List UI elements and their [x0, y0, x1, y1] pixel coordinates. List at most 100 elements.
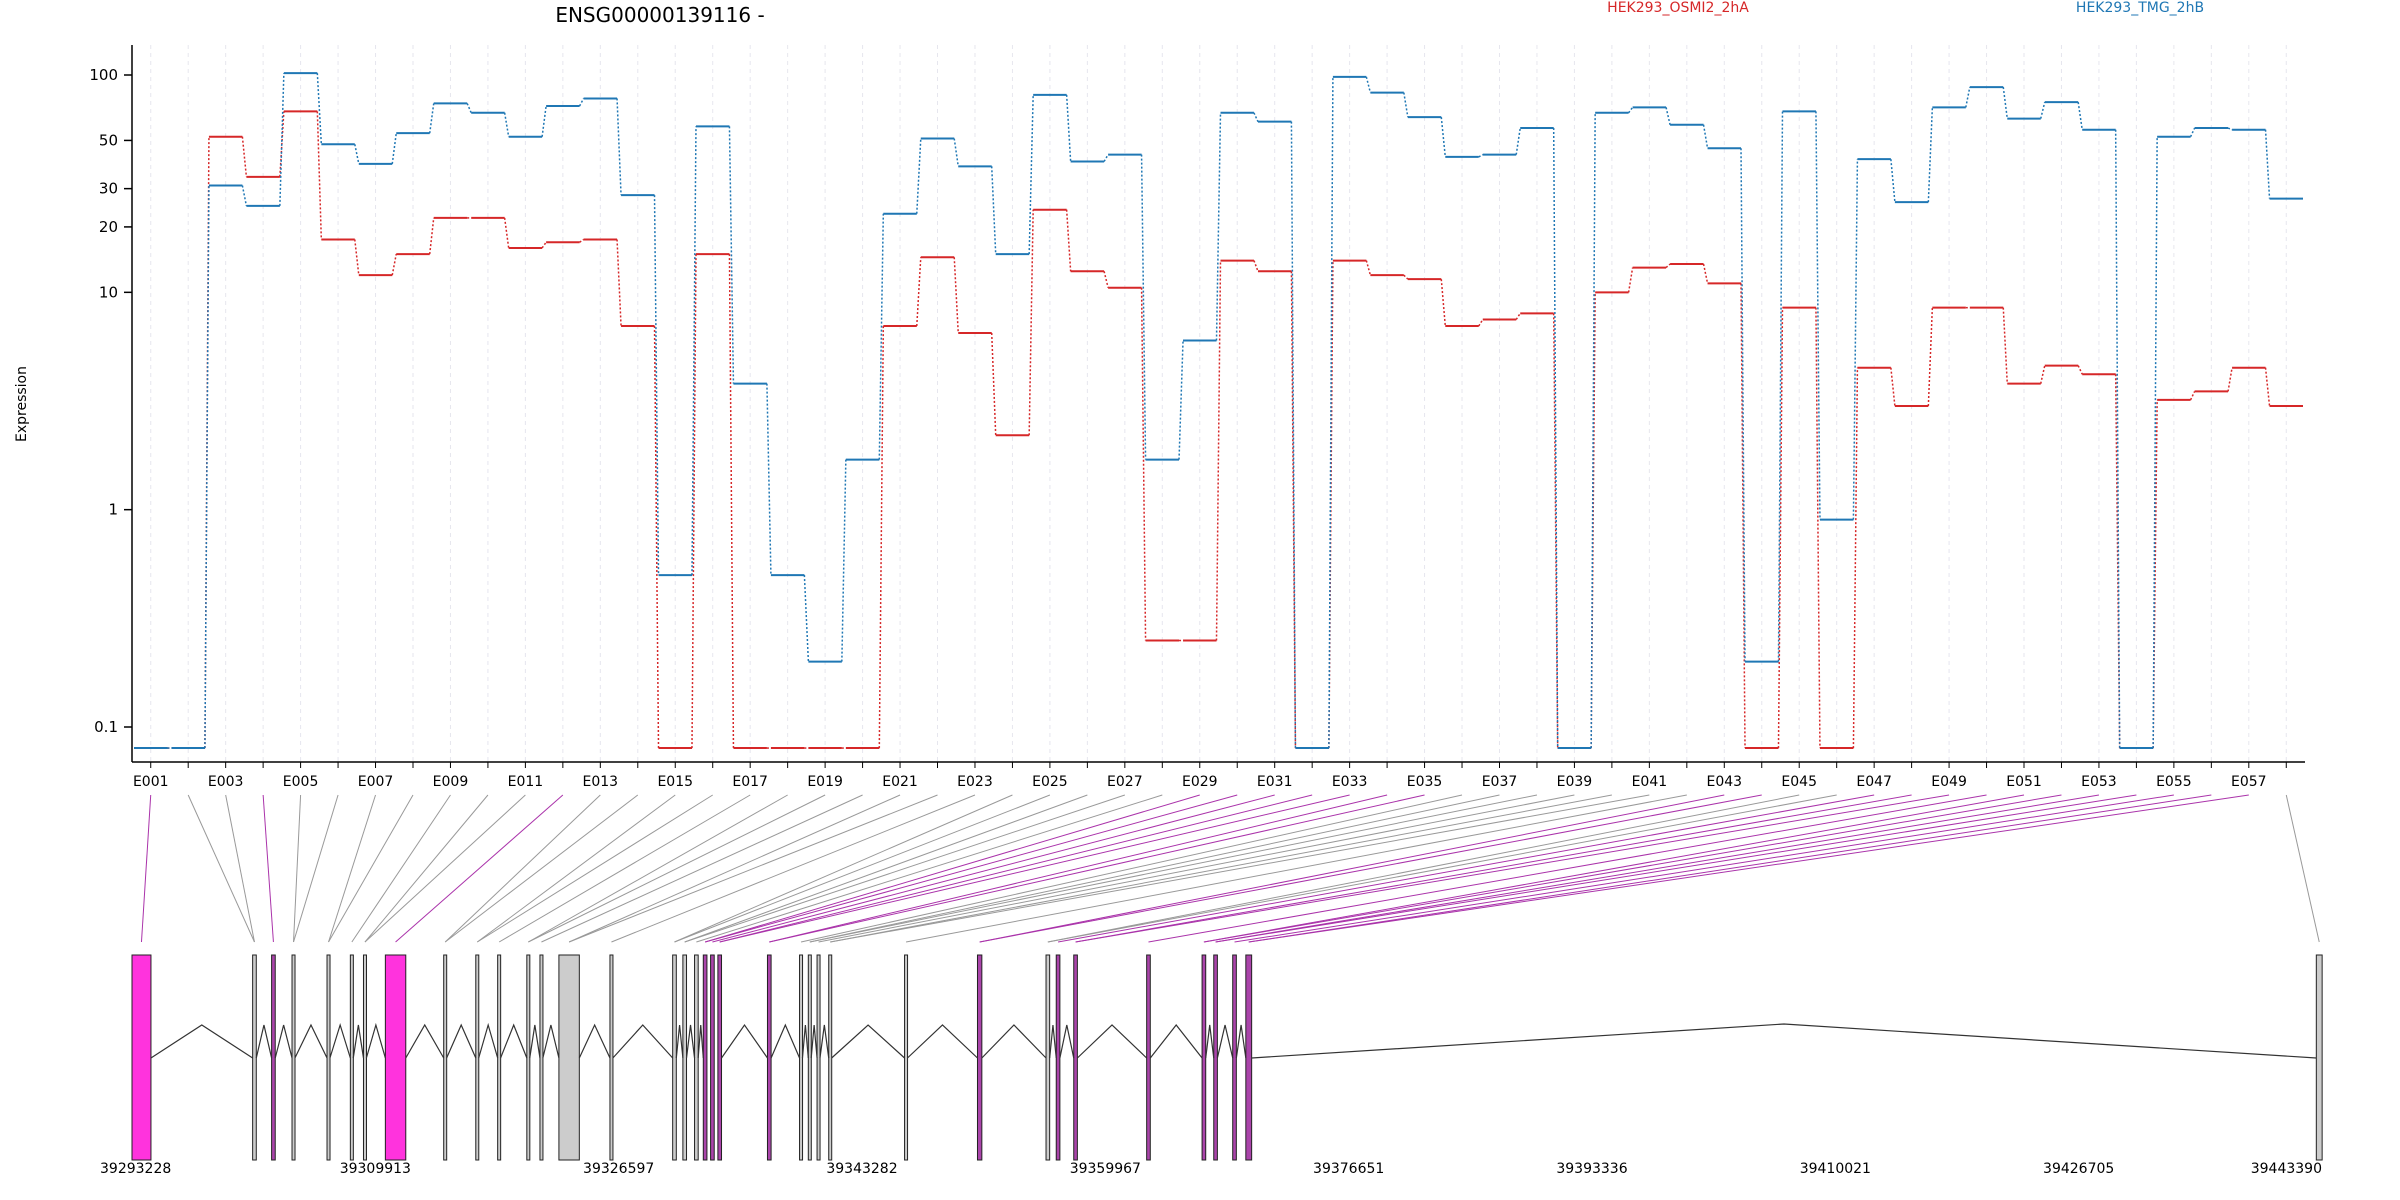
series-connector — [503, 112, 510, 137]
exon-connector — [476, 794, 676, 943]
genomic-tick-label: 39443390 — [2251, 1161, 2322, 1177]
series-connector — [1215, 260, 1222, 641]
series-connector — [1665, 107, 1671, 125]
intron-line — [675, 1024, 684, 1059]
y-tick-label: 20 — [99, 218, 118, 236]
series-connector — [1852, 367, 1859, 749]
series-connector — [2264, 129, 2271, 199]
exon-connector — [1203, 794, 2062, 943]
exon-connector — [1047, 794, 1837, 943]
series-connector — [1178, 340, 1184, 460]
intron-line — [500, 1023, 528, 1059]
series-connector — [916, 138, 922, 214]
series-connector — [1852, 159, 1859, 520]
exon-block — [1146, 954, 1151, 1161]
intron-line — [1205, 1024, 1215, 1059]
series-connector — [728, 126, 735, 384]
exon-connector — [262, 794, 274, 943]
series-connector — [653, 195, 660, 576]
series-connector — [2152, 136, 2158, 749]
x-tick-label: E041 — [1632, 774, 1668, 790]
y-tick-label: 0.1 — [94, 718, 118, 736]
exon-block — [717, 954, 723, 1161]
series-connector — [354, 144, 360, 165]
x-axis: E001 E003 E005 E007 E009 E011 E013 E015 E017 E019… — [132, 761, 2305, 790]
series-connector — [428, 217, 435, 255]
series-connector — [1740, 283, 1746, 749]
series-connector — [354, 239, 360, 276]
series-connector — [1103, 154, 1109, 162]
series-connector — [428, 103, 435, 134]
series-connector — [2040, 365, 2046, 384]
intron-line — [1235, 1024, 1247, 1059]
exon-connector — [293, 794, 339, 943]
series-connector — [916, 257, 922, 327]
x-tick-label: E013 — [583, 774, 619, 790]
exon-connector — [477, 794, 713, 943]
exon-connector — [225, 794, 255, 943]
series-connector — [1890, 159, 1896, 203]
series-connector — [579, 238, 585, 243]
intron-line — [612, 1024, 674, 1059]
series-connector — [1140, 154, 1147, 460]
series-connector — [1103, 271, 1109, 288]
exon-block — [252, 954, 257, 1161]
exon-connector — [704, 794, 1238, 943]
legend-series-b: HEK293_TMG_2hB — [2076, 0, 2204, 16]
exon-connectors — [140, 794, 2320, 943]
x-tick-label: E053 — [2081, 774, 2117, 790]
x-tick-label: E039 — [1557, 774, 1593, 790]
series-connector — [2227, 127, 2233, 131]
series-connector — [1365, 260, 1372, 276]
exon-block — [131, 954, 152, 1161]
intron-line — [1049, 1024, 1057, 1059]
exon-connector — [684, 794, 1125, 943]
genomic-tick-label: 39426705 — [2043, 1161, 2114, 1177]
exon-connector — [1203, 794, 2025, 943]
x-tick-label: E023 — [957, 774, 993, 790]
exon-connector — [328, 794, 414, 943]
exon-connector — [568, 794, 938, 943]
intron-line — [819, 1024, 830, 1059]
series-connector — [2040, 101, 2046, 119]
intron-line — [1216, 1024, 1234, 1059]
series-connector — [316, 73, 323, 145]
y-tick-label: 50 — [99, 131, 118, 149]
exon-connector — [395, 794, 564, 943]
exon-connector — [187, 794, 255, 943]
intron-line — [801, 1024, 809, 1059]
series-connector — [1253, 112, 1259, 122]
x-tick-label: E049 — [1931, 774, 1967, 790]
genomic-tick-label: 39293228 — [100, 1161, 171, 1177]
x-tick-label: E011 — [508, 774, 544, 790]
x-tick-label: E009 — [433, 774, 469, 790]
exon-block — [1213, 954, 1218, 1161]
intron-line — [770, 1023, 801, 1059]
series-connector — [1028, 94, 1034, 255]
intron-line — [578, 1023, 611, 1059]
exon-connector — [809, 794, 1500, 943]
series-lines — [134, 72, 2303, 750]
x-tick-label: E027 — [1107, 774, 1143, 790]
legend-series-a: HEK293_OSMI2_2hA — [1607, 0, 1749, 16]
exon-connector — [2285, 794, 2320, 943]
series-connector — [2002, 307, 2009, 384]
intron-line — [907, 1024, 978, 1059]
intron-line — [1059, 1024, 1075, 1059]
series-connector — [241, 185, 248, 206]
series-connector — [1740, 148, 1746, 662]
intron-line — [529, 1024, 541, 1059]
intron-line — [810, 1024, 818, 1059]
series-connector — [1552, 313, 1559, 749]
intron-line — [981, 1024, 1047, 1059]
series-connector — [1965, 86, 1971, 108]
series-connector — [2264, 367, 2271, 407]
exon-connector — [444, 794, 639, 943]
x-tick-label: E025 — [1032, 774, 1068, 790]
x-tick-label: E001 — [133, 774, 169, 790]
exon-connector — [1057, 794, 1875, 943]
series-connector — [1890, 367, 1896, 407]
exon-connector — [1075, 794, 1950, 943]
series-connector — [2077, 102, 2083, 130]
